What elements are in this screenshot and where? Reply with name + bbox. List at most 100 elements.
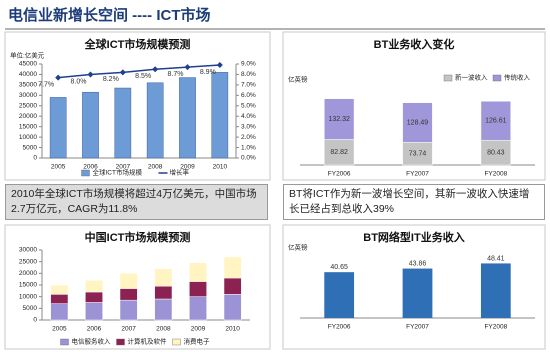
x-tick-label: 2006 bbox=[83, 164, 98, 171]
x-tick-label: FY2006 bbox=[328, 171, 351, 178]
bar bbox=[480, 263, 511, 318]
bar-segment bbox=[154, 268, 173, 287]
marker bbox=[184, 64, 191, 71]
legend-label: 电信服务收入 bbox=[72, 337, 112, 346]
data-label: 8.0% bbox=[71, 78, 87, 85]
data-label: 128.49 bbox=[407, 119, 429, 126]
bar bbox=[49, 97, 67, 159]
chart-title: 全球ICT市场规模预测 bbox=[84, 37, 191, 51]
y2-tick-label: 8.0% bbox=[241, 71, 256, 78]
legend-swatch bbox=[60, 338, 69, 346]
bar bbox=[402, 268, 433, 318]
legend-label: 传统收入 bbox=[504, 73, 531, 82]
x-tick-label: 2005 bbox=[51, 164, 66, 171]
bar-segment bbox=[189, 262, 207, 282]
legend-label: 新一波收入 bbox=[455, 73, 488, 82]
x-tick-label: FY2006 bbox=[328, 324, 351, 331]
y2-tick-label: 5.0% bbox=[241, 102, 256, 109]
bar-segment bbox=[480, 100, 511, 141]
bar bbox=[82, 91, 99, 159]
y-tick-label: 20000 bbox=[19, 270, 37, 277]
x-tick-label: 2009 bbox=[180, 164, 195, 171]
marker bbox=[119, 69, 126, 76]
line bbox=[58, 64, 220, 79]
bar-segment bbox=[223, 277, 242, 295]
legend-label: 消费电子 bbox=[184, 337, 211, 346]
legend-label: 全球ICT市场规模 bbox=[93, 168, 143, 177]
legend-swatch bbox=[443, 74, 453, 82]
y2-tick-label: 2.0% bbox=[241, 134, 256, 141]
legend-swatch bbox=[492, 74, 502, 82]
bar bbox=[324, 272, 355, 318]
y-tick-label: 30000 bbox=[19, 247, 37, 254]
x-tick-label: 2010 bbox=[213, 164, 228, 171]
bar-segment bbox=[154, 285, 173, 300]
y-tick-label: 25000 bbox=[19, 102, 37, 109]
marker bbox=[216, 62, 223, 69]
legend-label: 计算机及软件 bbox=[128, 337, 168, 346]
data-label: 43.86 bbox=[409, 260, 427, 267]
legend-swatch bbox=[172, 338, 181, 346]
data-label: 40.65 bbox=[330, 264, 348, 271]
bar-segment bbox=[85, 302, 103, 321]
data-label: 132.32 bbox=[328, 116, 350, 123]
axis-unit: 单位:亿美元 bbox=[10, 51, 45, 60]
y-tick-label: 25000 bbox=[19, 258, 37, 265]
bar bbox=[179, 77, 196, 159]
y2-tick-label: 6.0% bbox=[241, 92, 256, 99]
legend-swatch bbox=[81, 169, 90, 177]
y-tick-label: 30000 bbox=[19, 92, 37, 99]
bar-segment bbox=[119, 299, 138, 321]
y2-tick-label: 4.0% bbox=[241, 113, 256, 120]
y-tick-label: 45000 bbox=[19, 61, 37, 68]
x-tick-label: 2007 bbox=[121, 326, 136, 333]
x-tick-label: 2008 bbox=[156, 326, 171, 333]
x-tick-label: 2010 bbox=[225, 326, 240, 333]
slide-title: 电信业新增长空间 ---- ICT市场 bbox=[8, 6, 210, 24]
x-tick-label: 2005 bbox=[52, 326, 67, 333]
data-label: 8.9% bbox=[200, 69, 216, 76]
chart-title: BT网络型IT业务收入 bbox=[363, 230, 464, 244]
chart-title: 中国ICT市场规模预测 bbox=[85, 230, 191, 244]
x-tick-label: 2007 bbox=[116, 164, 131, 171]
bar-segment bbox=[154, 298, 173, 321]
data-label: 8.5% bbox=[135, 73, 151, 80]
bar bbox=[211, 72, 229, 159]
data-label: 82.82 bbox=[330, 149, 348, 156]
axis-unit: 亿英镑 bbox=[288, 75, 308, 84]
y-tick-label: 10000 bbox=[19, 134, 37, 141]
bar-segment bbox=[189, 281, 207, 297]
x-tick-label: 2006 bbox=[87, 326, 102, 333]
note-box: BT将ICT作为新一波增长空间，其新一波收入快速增长已经占到总收入39% bbox=[283, 184, 545, 220]
y-tick-label: 35000 bbox=[19, 82, 37, 89]
bar-segment bbox=[50, 284, 69, 295]
x-tick-label: 2009 bbox=[191, 326, 206, 333]
x-tick-label: FY2007 bbox=[406, 171, 429, 178]
y-tick-label: 15000 bbox=[19, 123, 37, 130]
y-tick-label: 0 bbox=[33, 155, 37, 162]
bar-segment bbox=[480, 139, 511, 166]
y2-tick-label: 0.0% bbox=[241, 155, 256, 162]
bar-segment bbox=[119, 273, 138, 289]
y-tick-label: 15000 bbox=[19, 282, 37, 289]
x-tick-label: FY2008 bbox=[484, 324, 507, 331]
data-label: 8.2% bbox=[103, 76, 119, 83]
y-tick-label: 10000 bbox=[19, 293, 37, 300]
y2-tick-label: 1.0% bbox=[241, 144, 256, 151]
bar-segment bbox=[223, 294, 242, 321]
data-label: 48.41 bbox=[487, 255, 505, 262]
data-label: 8.7% bbox=[168, 71, 184, 78]
y-tick-label: 20000 bbox=[19, 113, 37, 120]
bar-segment bbox=[402, 102, 433, 143]
y2-tick-label: 7.0% bbox=[241, 82, 256, 89]
bar-segment bbox=[324, 98, 355, 140]
bar-segment bbox=[85, 280, 103, 293]
y-tick-label: 5000 bbox=[23, 305, 38, 312]
bar-segment bbox=[50, 303, 69, 321]
data-label: 73.74 bbox=[409, 150, 427, 157]
bar-segment bbox=[189, 296, 207, 321]
marker bbox=[87, 71, 94, 78]
x-tick-label: 2008 bbox=[148, 164, 163, 171]
x-tick-label: FY2007 bbox=[406, 324, 429, 331]
